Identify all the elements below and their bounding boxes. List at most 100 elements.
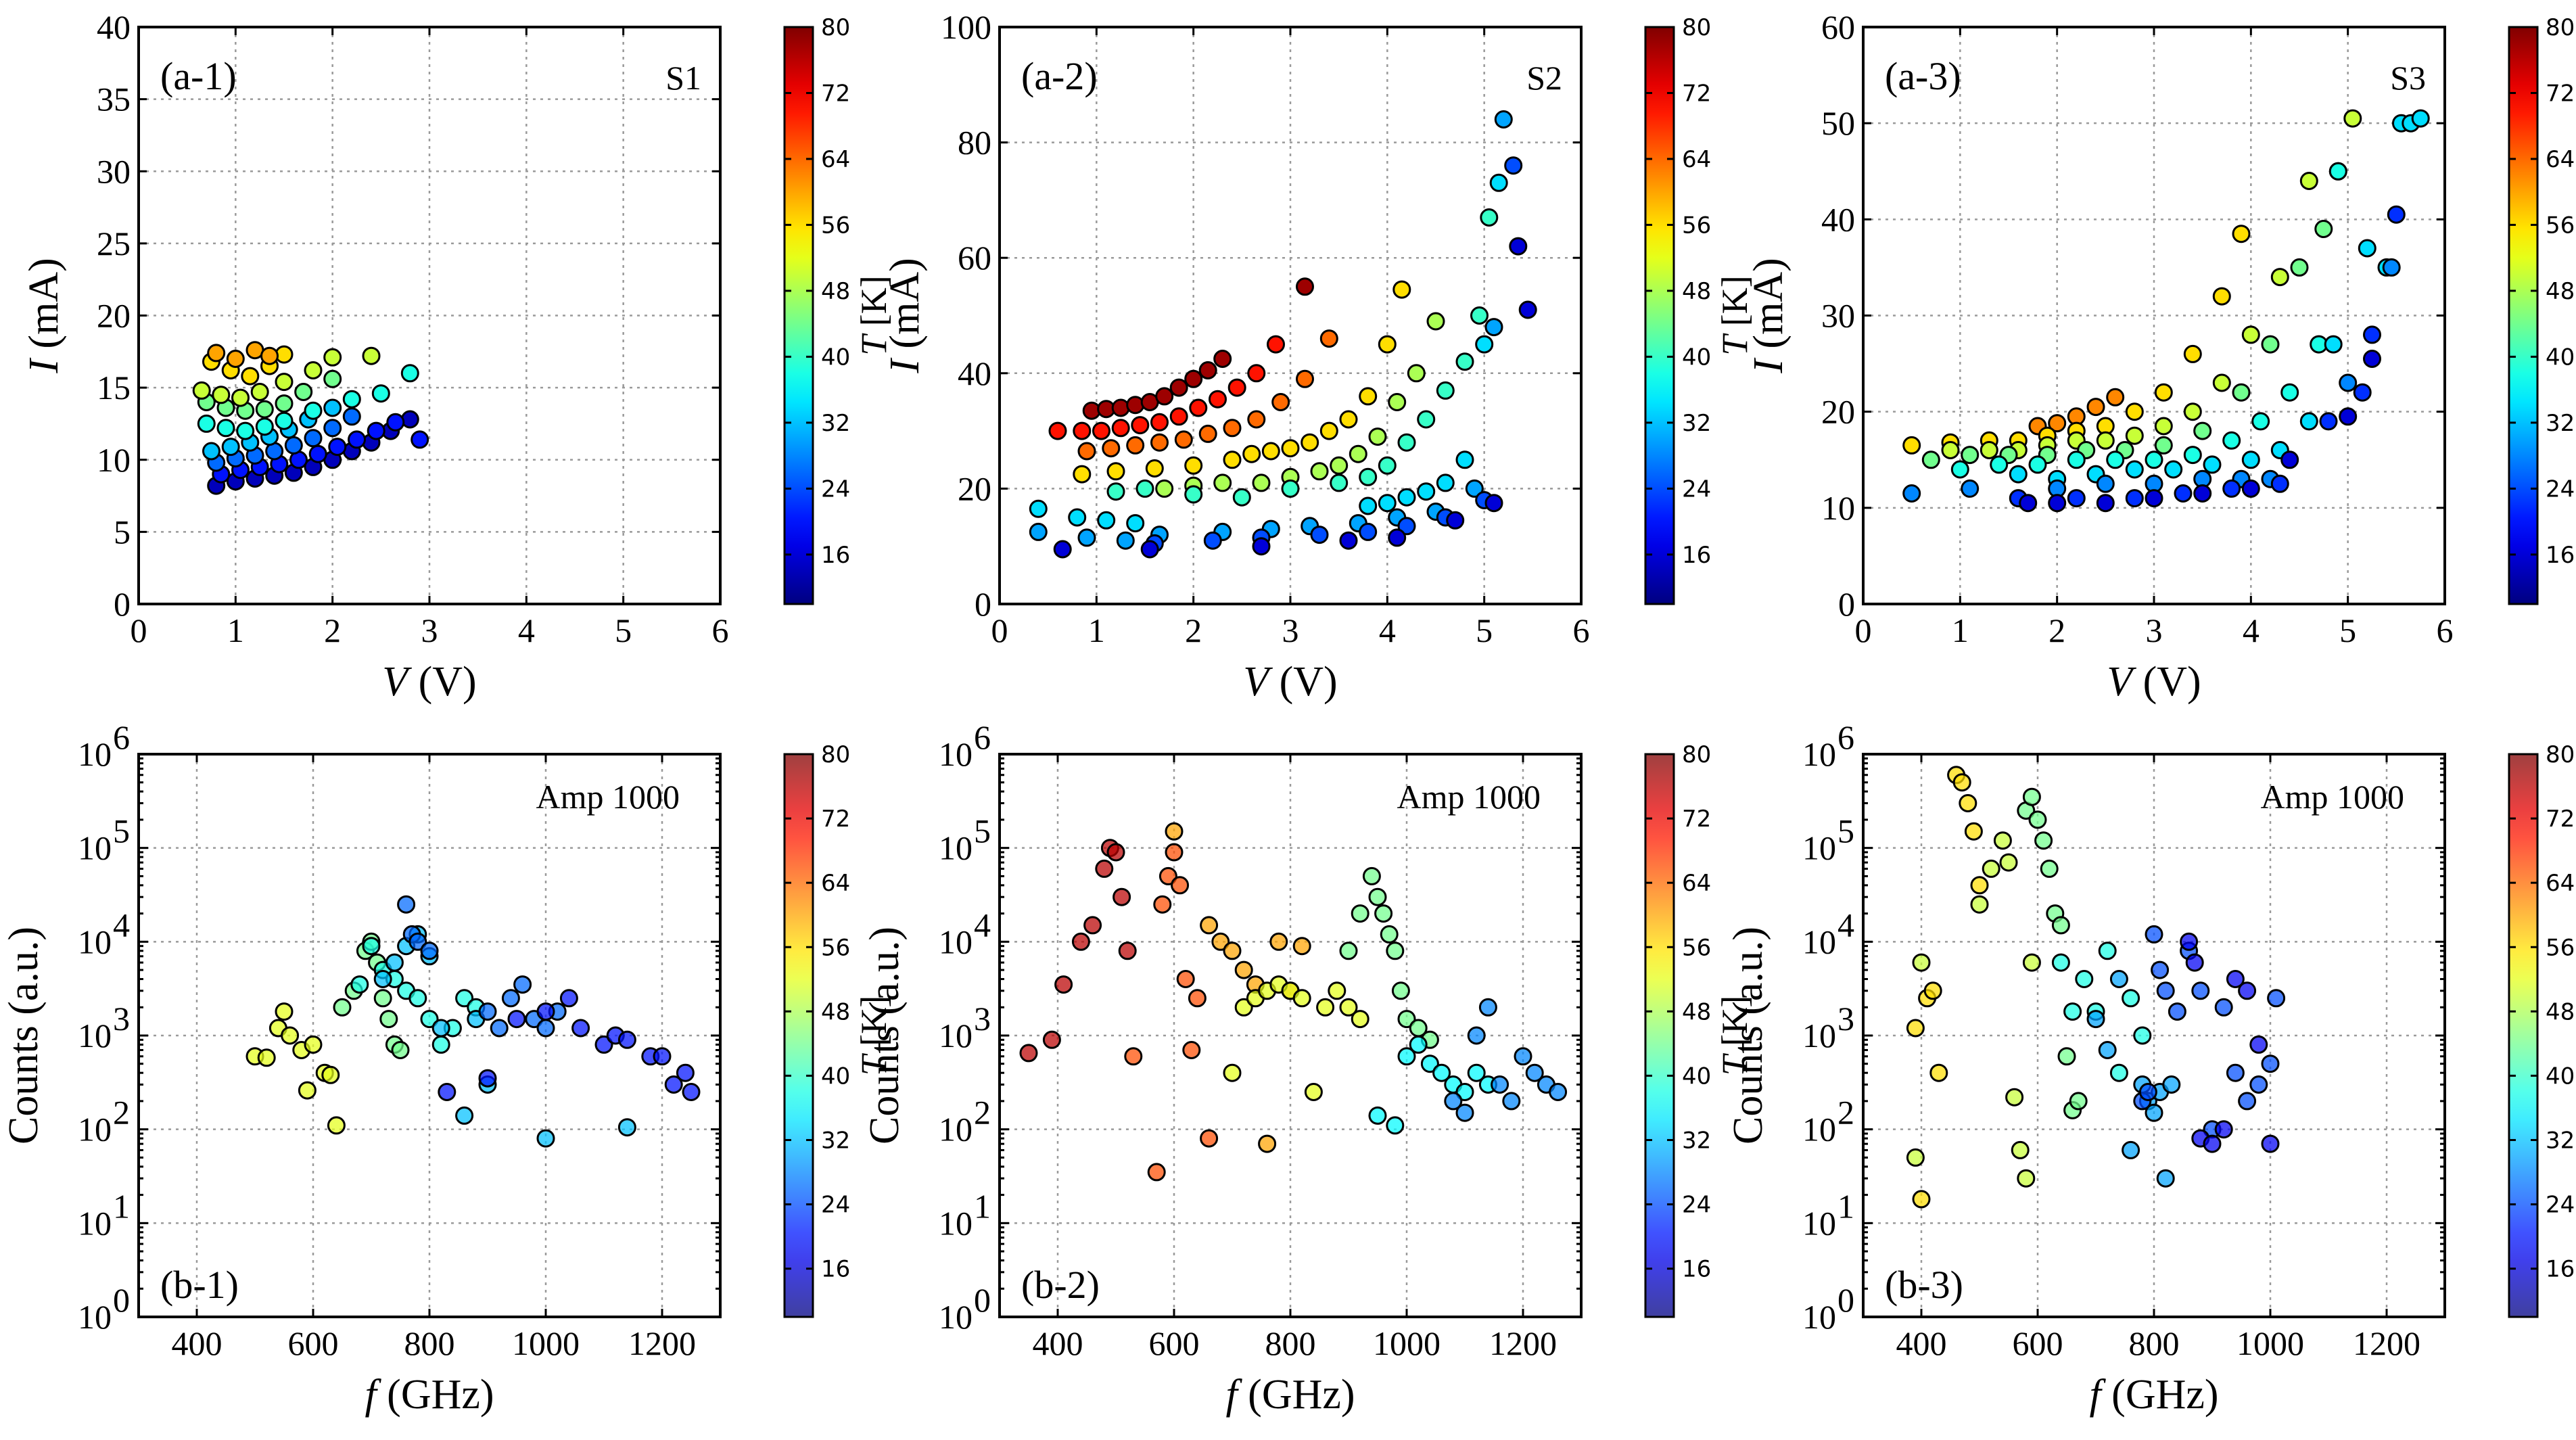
data-point [1902,484,1921,503]
x-tick-label: 0 [131,611,147,649]
colorbar-tick-label: 24 [821,1192,850,1219]
data-point [1271,393,1290,411]
x-axis-label-unit: (V) [408,659,477,705]
x-tick-label: 4 [518,611,535,649]
data-point [2241,450,2260,469]
data-point [1378,494,1397,513]
data-point [1106,482,1125,501]
data-point [1489,173,1508,192]
data-point [2290,258,2309,277]
data-point [1077,528,1096,547]
data-point [2051,953,2070,972]
data-point [1964,822,1983,841]
data-point [1252,537,1271,556]
data-point [1203,531,1222,550]
data-point [2328,162,2347,181]
x-axis-label: V (V) [1243,659,1337,705]
data-point [2048,414,2067,433]
data-point [1444,1092,1463,1111]
data-point [1455,450,1474,469]
data-point [2154,383,2173,402]
colorbar-tick-label: 48 [2546,998,2575,1025]
data-point [373,970,392,988]
data-point [1484,494,1503,513]
data-point [1328,981,1346,1000]
data-point [408,989,427,1008]
data-point [2096,431,2115,450]
data-point [1054,975,1073,994]
colorbar-tick-label: 32 [1682,1128,1711,1155]
data-point [1189,398,1208,417]
data-point [281,1026,300,1045]
data-point [1518,300,1537,319]
x-tick-label: 2 [2048,611,2065,649]
data-point [255,400,274,419]
y-axis-label: Counts (a.u.) [1725,927,1771,1144]
data-point [1097,511,1116,530]
y-tick-label: 80 [958,124,991,162]
y-tick-label: 0 [1838,585,1855,623]
y-tick-label: 30 [1821,297,1855,335]
data-point [2232,383,2251,402]
data-point [1106,462,1125,481]
data-point [1465,479,1484,498]
panel-label: (b-1) [160,1263,239,1307]
data-point [226,350,245,368]
data-point [2358,239,2376,258]
data-point [1111,398,1130,417]
data-point [2096,494,2115,513]
x-tick-label: 800 [2129,1324,2180,1362]
data-point [1432,1063,1451,1082]
y-tick-label: 10 [939,1111,973,1148]
data-point [2109,1063,2128,1082]
data-point [2051,916,2070,935]
data-point [362,937,381,956]
data-point [1470,306,1489,325]
data-point [1359,522,1378,541]
data-point [1184,485,1203,504]
data-point [1514,1047,1532,1066]
data-point [1296,369,1314,388]
x-tick-label: 400 [1033,1324,1083,1362]
data-point [1145,459,1164,478]
data-point [231,388,250,407]
data-point [1232,488,1251,507]
data-point [1368,427,1387,446]
amp-annotation: Amp 1000 [1397,778,1541,816]
panel-label: (a-3) [1885,54,1961,98]
data-point [1380,925,1399,944]
data-point [2212,287,2231,306]
y-tick-label: 5 [114,513,131,551]
data-point [1155,479,1174,498]
colorbar [783,26,814,605]
data-point [255,417,274,436]
data-point [2267,989,2286,1008]
data-point [1436,473,1455,492]
data-point [438,1083,456,1101]
data-point [1980,441,1998,459]
data-point [2203,455,2222,474]
data-point [1525,1063,1544,1082]
data-point [379,1010,398,1029]
data-point [2122,1140,2140,1159]
y-tick-exponent: 3 [974,1000,991,1038]
data-point [221,438,240,457]
y-tick-label: 35 [97,80,131,118]
colorbar-tick-label: 72 [821,80,850,107]
colorbar-tick-label: 48 [1682,278,1711,305]
colorbar-tick-label: 24 [2546,475,2575,503]
data-point [1198,424,1217,443]
y-tick-label: 0 [114,585,131,623]
sample-label: S1 [665,59,701,97]
data-point [1184,456,1203,475]
data-point [391,1041,410,1059]
data-point [2067,450,2086,469]
data-point [304,401,323,420]
x-tick-label: 3 [1282,611,1299,649]
data-point [1362,866,1381,885]
data-point [2022,787,2041,806]
colorbar-tick-label: 72 [2546,80,2575,107]
data-point [197,414,216,433]
colorbar-label: T [K] [853,275,894,356]
